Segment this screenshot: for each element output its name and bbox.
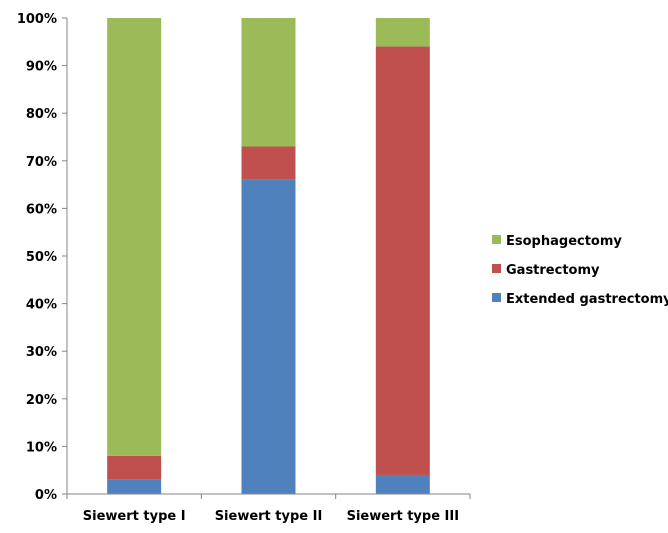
bar-extended-gastrectomy <box>375 474 430 494</box>
y-tick-label: 10% <box>26 440 57 455</box>
legend-label-gastrectomy: Gastrectomy <box>506 263 600 278</box>
legend-swatch-gastrectomy <box>492 264 501 273</box>
legend-label-esophagectomy: Esophagectomy <box>506 234 622 249</box>
x-category-label: Siewert type II <box>215 509 323 524</box>
legend-swatch-esophagectomy <box>492 235 501 244</box>
axes-group: 0% 10% 20% 30% 40% 50% 60% 70% 80% 90% 100% Siewert… <box>17 12 471 524</box>
bar-esophagectomy <box>107 18 162 456</box>
bar-gastrectomy <box>107 455 162 480</box>
y-tick-label: 30% <box>26 345 57 360</box>
bar-gastrectomy <box>375 46 430 475</box>
bar-extended-gastrectomy <box>241 179 296 494</box>
legend-label-extended-gastrectomy: Extended gastrectomy <box>506 292 668 307</box>
bar-esophagectomy <box>241 18 296 147</box>
y-tick-label: 20% <box>26 393 57 408</box>
bar-extended-gastrectomy <box>107 479 162 494</box>
y-tick-label: 100% <box>17 12 57 27</box>
x-category-label: Siewert type I <box>83 509 186 524</box>
y-tick-label: 0% <box>35 488 57 503</box>
legend-swatch-extended-gastrectomy <box>492 293 501 302</box>
y-tick-label: 50% <box>26 250 57 265</box>
bar-gastrectomy <box>241 146 296 180</box>
bars-group <box>107 18 430 494</box>
y-tick-label: 80% <box>26 107 57 122</box>
y-tick-label: 40% <box>26 298 57 313</box>
y-tick-label: 60% <box>26 202 57 217</box>
y-tick-label: 90% <box>26 60 57 75</box>
bar-esophagectomy <box>375 18 430 47</box>
x-category-label: Siewert type III <box>347 509 459 524</box>
legend: Esophagectomy Gastrectomy Extended gastrec… <box>492 234 668 307</box>
y-tick-label: 70% <box>26 155 57 170</box>
